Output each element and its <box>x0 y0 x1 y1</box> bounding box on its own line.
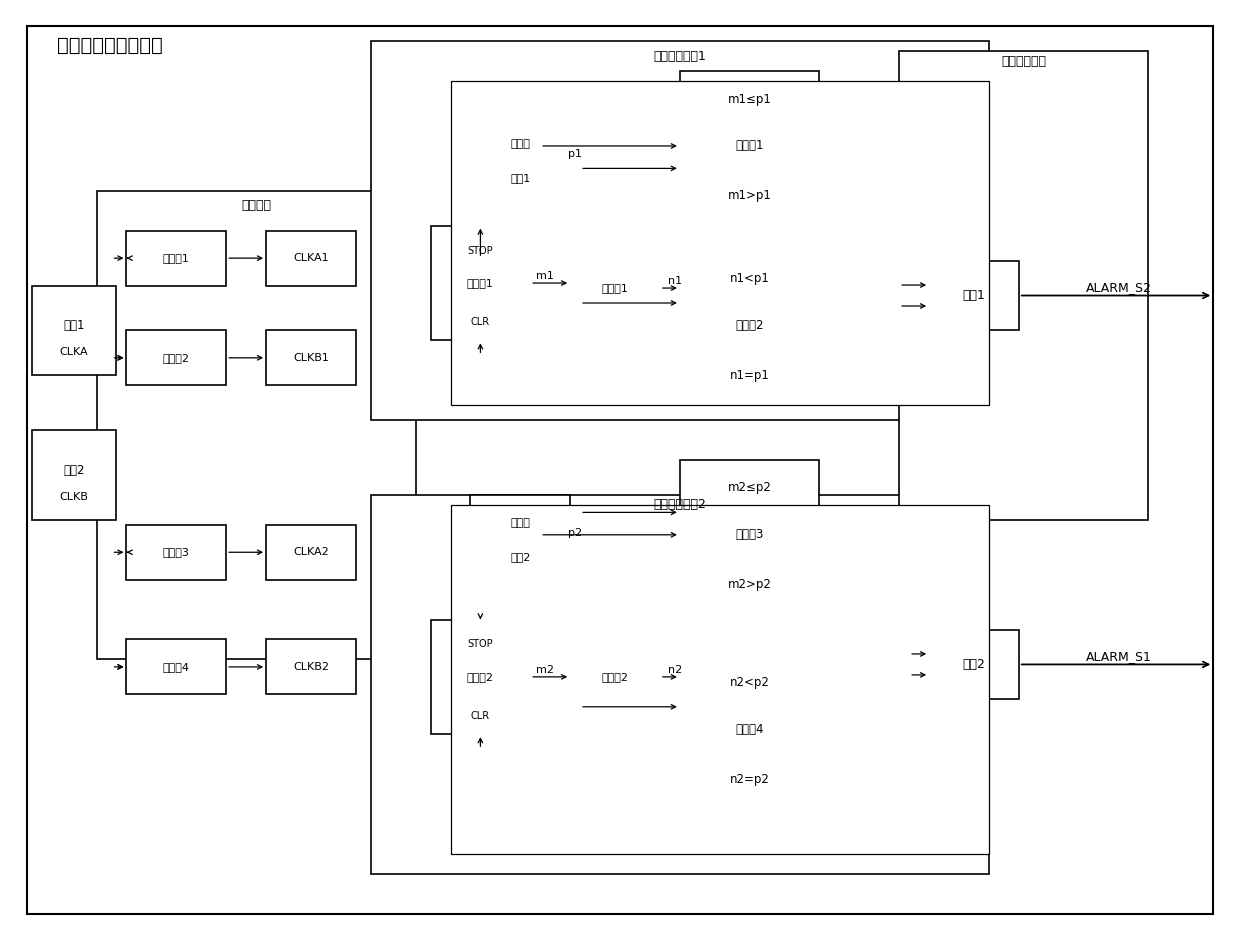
Text: ALARM_S1: ALARM_S1 <box>1085 650 1152 663</box>
Text: 比较器3: 比较器3 <box>735 528 764 541</box>
Text: 存器2: 存器2 <box>510 552 531 562</box>
Text: CLKA: CLKA <box>60 348 88 357</box>
Bar <box>929 630 1019 699</box>
Text: CLKB2: CLKB2 <box>293 662 329 672</box>
Text: n2: n2 <box>667 665 682 675</box>
Text: 分频模块: 分频模块 <box>241 199 272 212</box>
Text: n1: n1 <box>668 276 682 286</box>
Text: 计数器1: 计数器1 <box>467 278 494 288</box>
Text: 分频器4: 分频器4 <box>162 662 190 672</box>
Text: n2<p2: n2<p2 <box>729 676 770 689</box>
Bar <box>680 654 820 804</box>
Text: 比较器4: 比较器4 <box>735 723 764 736</box>
Bar <box>267 331 356 385</box>
Bar <box>680 71 820 221</box>
Bar <box>680 460 820 609</box>
Text: 分频器2: 分频器2 <box>162 352 190 363</box>
Bar <box>126 639 226 695</box>
Text: 报警判别模块: 报警判别模块 <box>1002 55 1047 68</box>
Text: 预置寄: 预置寄 <box>511 139 531 149</box>
Bar <box>371 41 990 420</box>
Text: STOP: STOP <box>467 245 494 256</box>
Text: ALARM_S2: ALARM_S2 <box>1085 281 1152 294</box>
Text: 频率判别模块1: 频率判别模块1 <box>653 50 707 63</box>
Text: 分频器1: 分频器1 <box>162 253 190 263</box>
Bar <box>680 251 820 400</box>
Bar <box>126 230 226 286</box>
Text: n1<p1: n1<p1 <box>729 272 770 285</box>
Bar <box>430 226 531 340</box>
Text: m1>p1: m1>p1 <box>728 189 771 202</box>
Text: p1: p1 <box>568 149 582 159</box>
Text: p2: p2 <box>568 528 583 538</box>
Text: m2: m2 <box>536 665 554 675</box>
Text: 比较器1: 比较器1 <box>735 139 764 152</box>
Bar <box>470 495 570 585</box>
Text: CLR: CLR <box>471 712 490 721</box>
Text: m1≤p1: m1≤p1 <box>728 93 771 105</box>
Bar <box>470 116 570 206</box>
Text: 晶振时钟互检测模块: 晶振时钟互检测模块 <box>57 37 162 55</box>
Bar <box>32 431 117 520</box>
Bar <box>450 81 990 405</box>
Text: 存器1: 存器1 <box>510 173 531 183</box>
Bar <box>929 260 1019 331</box>
Text: 分频器3: 分频器3 <box>162 547 190 557</box>
Text: 晶振2: 晶振2 <box>63 463 84 477</box>
Bar <box>899 52 1148 520</box>
Text: CLR: CLR <box>471 318 490 327</box>
Bar <box>267 639 356 695</box>
Bar <box>570 645 660 710</box>
Bar <box>267 525 356 580</box>
Text: 预置寄: 预置寄 <box>511 518 531 528</box>
Bar <box>32 286 117 375</box>
Text: STOP: STOP <box>467 639 494 650</box>
Text: 频率判别模块2: 频率判别模块2 <box>653 498 707 511</box>
Text: m2>p2: m2>p2 <box>728 578 771 591</box>
Bar <box>371 495 990 874</box>
Text: CLKA1: CLKA1 <box>293 253 329 263</box>
Text: n1=p1: n1=p1 <box>729 368 770 382</box>
Text: 与门2: 与门2 <box>962 658 986 671</box>
Text: 触发器2: 触发器2 <box>601 672 629 682</box>
Bar <box>126 331 226 385</box>
Text: 与门1: 与门1 <box>962 289 986 302</box>
Bar <box>450 505 990 854</box>
Text: m2≤p2: m2≤p2 <box>728 481 771 494</box>
Text: CLKA2: CLKA2 <box>293 547 329 557</box>
Text: n2=p2: n2=p2 <box>729 773 770 786</box>
Text: 触发器1: 触发器1 <box>601 283 629 293</box>
Text: m1: m1 <box>536 271 554 281</box>
Text: 计数器2: 计数器2 <box>467 672 494 682</box>
Bar <box>570 256 660 321</box>
Bar <box>97 191 415 660</box>
Bar <box>126 525 226 580</box>
Text: 比较器2: 比较器2 <box>735 319 764 332</box>
Bar <box>430 619 531 734</box>
Text: 晶振1: 晶振1 <box>63 319 84 332</box>
Text: CLKB: CLKB <box>60 492 88 502</box>
Bar <box>267 230 356 286</box>
Text: CLKB1: CLKB1 <box>293 352 329 363</box>
